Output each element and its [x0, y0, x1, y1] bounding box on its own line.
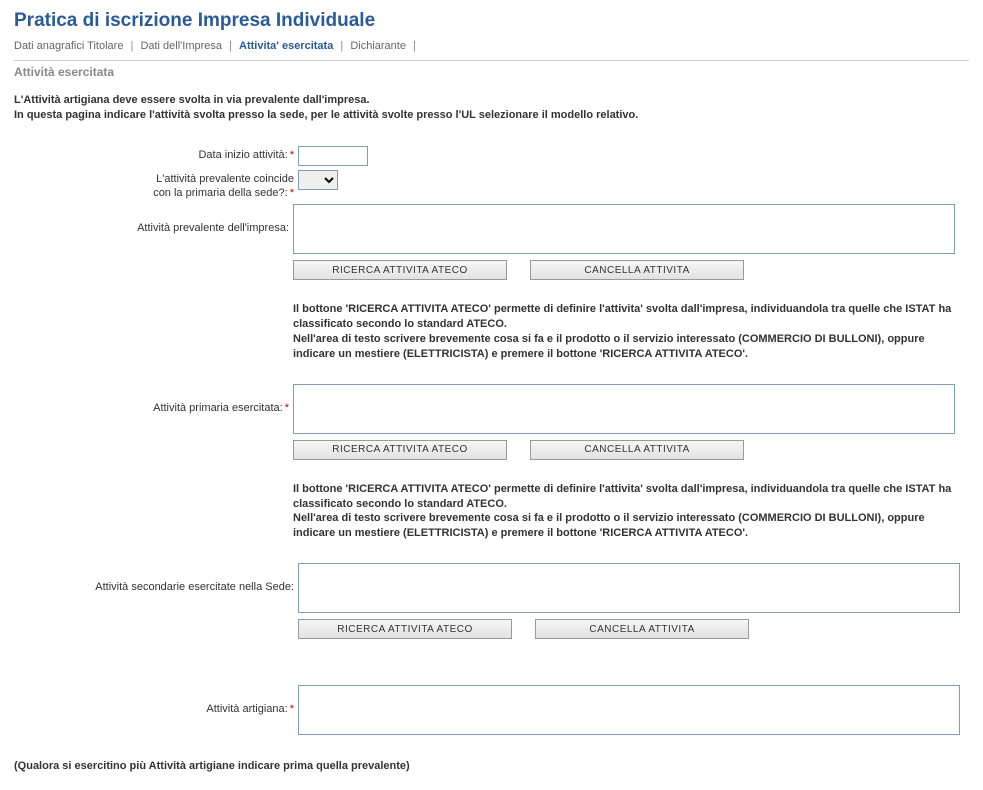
cancella-attivita-button[interactable]: CANCELLA ATTIVITA [530, 440, 744, 460]
breadcrumb-item-dati-impresa[interactable]: Dati dell'Impresa [140, 40, 222, 52]
required-marker: * [290, 703, 294, 715]
breadcrumb-sep: | [340, 40, 346, 52]
breadcrumb-sep: | [413, 40, 416, 52]
label-artigiana: Attività artigiana: [206, 703, 287, 715]
breadcrumb: Dati anagrafici Titolare | Dati dell'Imp… [14, 40, 969, 52]
page-title: Pratica di iscrizione Impresa Individual… [14, 10, 969, 32]
help-line-1: Il bottone 'RICERCA ATTIVITA ATECO' perm… [293, 483, 951, 510]
intro-line-2: In questa pagina indicare l'attività svo… [14, 109, 638, 121]
help-line-1: Il bottone 'RICERCA ATTIVITA ATECO' perm… [293, 303, 951, 330]
label-coincide-line1: L'attività prevalente coincide [156, 173, 294, 185]
help-text-primaria: Il bottone 'RICERCA ATTIVITA ATECO' perm… [293, 482, 969, 541]
required-marker: * [290, 149, 294, 161]
cancella-attivita-button[interactable]: CANCELLA ATTIVITA [535, 619, 749, 639]
secondarie-textarea[interactable] [298, 563, 960, 613]
prevalente-textarea[interactable] [293, 204, 955, 254]
required-marker: * [285, 402, 289, 414]
cancella-attivita-button[interactable]: CANCELLA ATTIVITA [530, 260, 744, 280]
label-data-inizio: Data inizio attività: [198, 149, 287, 161]
ricerca-ateco-button[interactable]: RICERCA ATTIVITA ATECO [293, 260, 507, 280]
coincide-select[interactable] [298, 170, 338, 190]
help-text-prevalente: Il bottone 'RICERCA ATTIVITA ATECO' perm… [293, 302, 969, 361]
label-coincide-line2: con la primaria della sede?: [153, 187, 288, 199]
help-line-2: Nell'area di testo scrivere brevemente c… [293, 512, 925, 539]
primaria-textarea[interactable] [293, 384, 955, 434]
breadcrumb-item-attivita-esercitata[interactable]: Attivita' esercitata [239, 40, 333, 52]
label-prevalente: Attività prevalente dell'impresa: [137, 222, 289, 234]
help-line-2: Nell'area di testo scrivere brevemente c… [293, 333, 925, 360]
label-primaria: Attività primaria esercitata: [153, 402, 283, 414]
artigiana-textarea[interactable] [298, 685, 960, 735]
section-heading: Attività esercitata [14, 65, 969, 79]
intro-line-1: L'Attività artigiana deve essere svolta … [14, 94, 370, 106]
required-marker: * [290, 187, 294, 199]
label-secondarie: Attività secondarie esercitate nella Sed… [95, 581, 294, 593]
ricerca-ateco-button[interactable]: RICERCA ATTIVITA ATECO [298, 619, 512, 639]
ricerca-ateco-button[interactable]: RICERCA ATTIVITA ATECO [293, 440, 507, 460]
breadcrumb-item-dati-anagrafici[interactable]: Dati anagrafici Titolare [14, 40, 123, 52]
breadcrumb-sep: | [131, 40, 137, 52]
footnote: (Qualora si esercitino più Attività arti… [14, 760, 969, 772]
data-inizio-input[interactable] [298, 146, 368, 166]
intro-text: L'Attività artigiana deve essere svolta … [14, 93, 969, 124]
divider [14, 60, 969, 61]
breadcrumb-item-dichiarante[interactable]: Dichiarante [350, 40, 406, 52]
breadcrumb-sep: | [229, 40, 235, 52]
